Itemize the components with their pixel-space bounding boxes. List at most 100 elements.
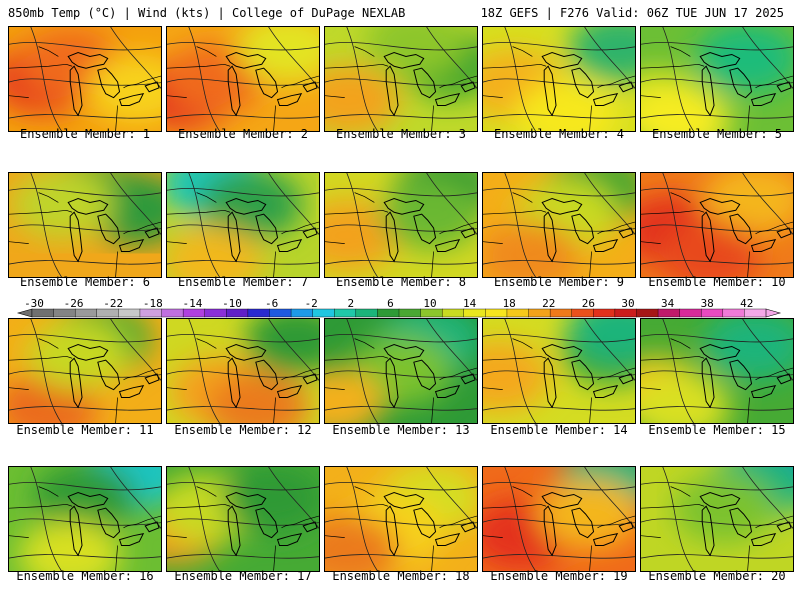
height-contour bbox=[167, 333, 319, 343]
height-contour bbox=[30, 27, 62, 131]
height-contour bbox=[325, 406, 477, 411]
height-contour bbox=[742, 319, 793, 382]
header-right: 18Z GEFS | F276 Valid: 06Z TUE JUN 17 20… bbox=[480, 6, 784, 20]
colorbar-tick-label: -18 bbox=[142, 297, 163, 310]
ensemble-map-panel bbox=[640, 466, 794, 572]
ensemble-member-label: Ensemble Member: 13 bbox=[332, 423, 470, 437]
colorbar-min-arrow bbox=[16, 308, 33, 318]
height-contour bbox=[167, 224, 319, 232]
great-lakes-outline bbox=[225, 491, 318, 557]
colorbar-segment bbox=[463, 308, 486, 318]
ensemble-member-label: Ensemble Member: 7 bbox=[177, 275, 309, 289]
height-contour bbox=[483, 481, 635, 491]
height-contour bbox=[483, 114, 635, 119]
height-contour bbox=[504, 319, 536, 423]
ensemble-map-panel bbox=[482, 172, 636, 278]
great-lakes-outline bbox=[383, 197, 476, 263]
state-borders bbox=[641, 192, 793, 277]
ensemble-member-label: Ensemble Member: 4 bbox=[493, 127, 625, 141]
great-lakes-outline bbox=[699, 51, 792, 117]
ensemble-member-label: Ensemble Member: 1 bbox=[19, 127, 151, 141]
height-contour bbox=[662, 467, 694, 571]
colorbar-segment bbox=[549, 308, 573, 318]
height-contour bbox=[325, 224, 477, 232]
ensemble-map-panel bbox=[324, 466, 478, 572]
height-contour bbox=[641, 406, 793, 411]
height-contour bbox=[641, 260, 793, 265]
height-contour bbox=[268, 173, 319, 236]
great-lakes-outline bbox=[67, 343, 160, 409]
colorbar-tick-label: 14 bbox=[462, 297, 477, 310]
colorbar-segment bbox=[506, 308, 530, 318]
colorbar-tick-label: 38 bbox=[700, 297, 714, 310]
height-contour bbox=[426, 27, 477, 90]
height-contour bbox=[483, 554, 635, 559]
height-contour bbox=[9, 78, 161, 86]
colorbar-segment bbox=[139, 308, 163, 318]
height-contour bbox=[641, 333, 793, 343]
ensemble-map-panel bbox=[8, 318, 162, 424]
height-contour bbox=[662, 173, 694, 277]
height-contour bbox=[346, 173, 378, 277]
colorbar-segment bbox=[701, 308, 724, 318]
height-contour bbox=[9, 518, 161, 526]
height-contour bbox=[110, 173, 161, 236]
ensemble-member-label: Ensemble Member: 17 bbox=[174, 569, 312, 583]
colorbar-segment bbox=[182, 308, 206, 318]
height-contour bbox=[641, 114, 793, 119]
ensemble-map-panel bbox=[324, 26, 478, 132]
state-borders bbox=[325, 338, 477, 423]
ensemble-member-label: Ensemble Member: 3 bbox=[335, 127, 467, 141]
height-contour bbox=[641, 518, 793, 526]
height-contour bbox=[9, 370, 161, 378]
height-contour bbox=[9, 406, 161, 411]
height-contour bbox=[641, 481, 793, 491]
height-contour bbox=[167, 406, 319, 411]
colorbar-segment bbox=[744, 308, 767, 318]
height-contour bbox=[584, 27, 635, 90]
great-lakes-outline bbox=[541, 197, 634, 263]
height-contour bbox=[30, 173, 62, 277]
colorbar-segment bbox=[355, 308, 378, 318]
height-contour bbox=[9, 41, 161, 51]
height-contour bbox=[742, 27, 793, 90]
height-contour bbox=[483, 187, 635, 197]
height-contour bbox=[325, 78, 477, 86]
ensemble-map-panel bbox=[324, 172, 478, 278]
height-contour bbox=[483, 518, 635, 526]
state-borders bbox=[167, 192, 319, 277]
state-borders bbox=[483, 46, 635, 131]
great-lakes-outline bbox=[225, 197, 318, 263]
colorbar-segment bbox=[636, 308, 659, 318]
height-contour bbox=[641, 224, 793, 232]
colorbar-segment bbox=[377, 308, 400, 318]
colorbar-segment bbox=[312, 308, 335, 318]
height-contour bbox=[483, 41, 635, 51]
height-contour bbox=[188, 319, 220, 423]
colorbar-segment bbox=[679, 308, 702, 318]
great-lakes-outline bbox=[383, 51, 476, 117]
ensemble-member-label: Ensemble Member: 2 bbox=[177, 127, 309, 141]
colorbar-segment bbox=[571, 308, 594, 318]
colorbar-segment bbox=[96, 308, 119, 318]
colorbar-segment bbox=[74, 308, 98, 318]
colorbar-segment bbox=[722, 308, 745, 318]
state-borders bbox=[641, 46, 793, 131]
great-lakes-outline bbox=[699, 197, 792, 263]
ensemble-member-label: Ensemble Member: 9 bbox=[493, 275, 625, 289]
height-contour bbox=[30, 319, 62, 423]
ensemble-member-label: Ensemble Member: 19 bbox=[490, 569, 628, 583]
colorbar-tick-label: -10 bbox=[222, 297, 242, 310]
colorbar-segment bbox=[204, 308, 227, 318]
height-contour bbox=[167, 187, 319, 197]
height-contour bbox=[483, 78, 635, 86]
height-contour bbox=[9, 187, 161, 197]
state-borders bbox=[483, 338, 635, 423]
height-contour bbox=[268, 27, 319, 90]
height-contour bbox=[325, 554, 477, 559]
great-lakes-outline bbox=[225, 51, 318, 117]
great-lakes-outline bbox=[67, 197, 160, 263]
height-contour bbox=[9, 554, 161, 559]
colorbar-tick-label: -22 bbox=[103, 297, 124, 310]
